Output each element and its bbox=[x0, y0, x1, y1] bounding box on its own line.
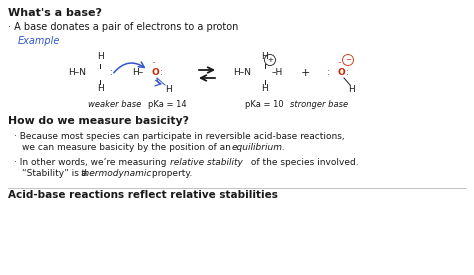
Text: Acid-base reactions reflect relative stabilities: Acid-base reactions reflect relative sta… bbox=[8, 190, 278, 200]
Text: How do we measure basicity?: How do we measure basicity? bbox=[8, 116, 189, 126]
Text: H–N: H–N bbox=[233, 68, 251, 77]
Text: equilibrium.: equilibrium. bbox=[232, 143, 286, 152]
Text: ··: ·· bbox=[151, 60, 155, 66]
Text: −: − bbox=[345, 57, 351, 63]
Text: H–: H– bbox=[132, 68, 143, 77]
Text: property.: property. bbox=[149, 169, 192, 178]
Text: +: + bbox=[301, 68, 310, 78]
Text: H: H bbox=[165, 85, 172, 94]
Text: relative stability: relative stability bbox=[170, 158, 243, 167]
Text: –H: –H bbox=[272, 68, 283, 77]
Text: H: H bbox=[97, 84, 103, 93]
Text: :: : bbox=[327, 68, 330, 77]
Text: thermodynamic: thermodynamic bbox=[80, 169, 151, 178]
Text: H–N: H–N bbox=[68, 68, 86, 77]
Text: · In other words, we’re measuring: · In other words, we’re measuring bbox=[14, 158, 169, 167]
Text: Example: Example bbox=[18, 36, 60, 46]
Text: +: + bbox=[267, 57, 273, 63]
Text: · Because most species can participate in reversible acid-base reactions,: · Because most species can participate i… bbox=[14, 132, 345, 141]
Text: :: : bbox=[160, 68, 163, 77]
Text: What's a base?: What's a base? bbox=[8, 8, 102, 18]
Text: of the species involved.: of the species involved. bbox=[248, 158, 359, 167]
Text: we can measure basicity by the position of an: we can measure basicity by the position … bbox=[22, 143, 234, 152]
Text: pKa = 14: pKa = 14 bbox=[148, 100, 187, 109]
Text: H: H bbox=[97, 52, 103, 61]
Text: H: H bbox=[262, 52, 268, 61]
Text: :: : bbox=[346, 68, 349, 77]
Text: · A base donates a pair of electrons to a proton: · A base donates a pair of electrons to … bbox=[8, 22, 238, 32]
Text: O: O bbox=[151, 68, 159, 77]
Text: “Stability” is a: “Stability” is a bbox=[22, 169, 90, 178]
Text: O: O bbox=[337, 68, 345, 77]
Text: pKa = 10: pKa = 10 bbox=[245, 100, 283, 109]
Text: :: : bbox=[107, 68, 113, 77]
Text: weaker base: weaker base bbox=[88, 100, 141, 109]
Text: stronger base: stronger base bbox=[290, 100, 348, 109]
Text: H: H bbox=[262, 84, 268, 93]
Text: H: H bbox=[348, 85, 355, 94]
Text: ··: ·· bbox=[337, 60, 341, 66]
